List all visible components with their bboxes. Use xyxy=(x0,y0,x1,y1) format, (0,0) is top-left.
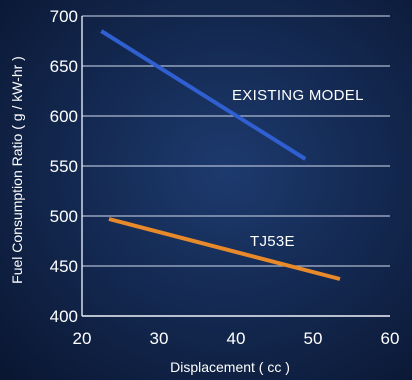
x-axis-title: Displacement ( cc ) xyxy=(170,359,290,375)
y-tick-label-4: 600 xyxy=(50,107,78,126)
series-line-0 xyxy=(100,29,307,161)
y-tick-label-3: 550 xyxy=(50,157,78,176)
series-lines xyxy=(100,29,341,281)
series-label-0: EXISTING MODEL xyxy=(232,87,364,104)
x-tick-label-2: 40 xyxy=(227,329,246,348)
y-tick-label-0: 400 xyxy=(50,307,78,326)
x-tick-label-1: 30 xyxy=(150,329,169,348)
y-tick-label-2: 500 xyxy=(50,207,78,226)
tick-labels: 400 450 500 550 600 650 700 20 30 40 50 60 xyxy=(50,7,400,348)
y-tick-label-6: 700 xyxy=(50,7,78,26)
x-tick-label-3: 50 xyxy=(304,329,323,348)
series-line-1 xyxy=(108,217,341,281)
x-tick-label-0: 20 xyxy=(73,329,92,348)
y-axis-title: Fuel Consumption Ratio ( g / kW-hr ) xyxy=(9,56,25,284)
y-tick-label-1: 450 xyxy=(50,257,78,276)
series-labels: EXISTING MODEL TJ53E xyxy=(232,87,364,250)
x-tick-label-4: 60 xyxy=(381,329,400,348)
series-label-1: TJ53E xyxy=(250,233,295,250)
y-tick-label-5: 650 xyxy=(50,57,78,76)
axes xyxy=(81,16,390,317)
